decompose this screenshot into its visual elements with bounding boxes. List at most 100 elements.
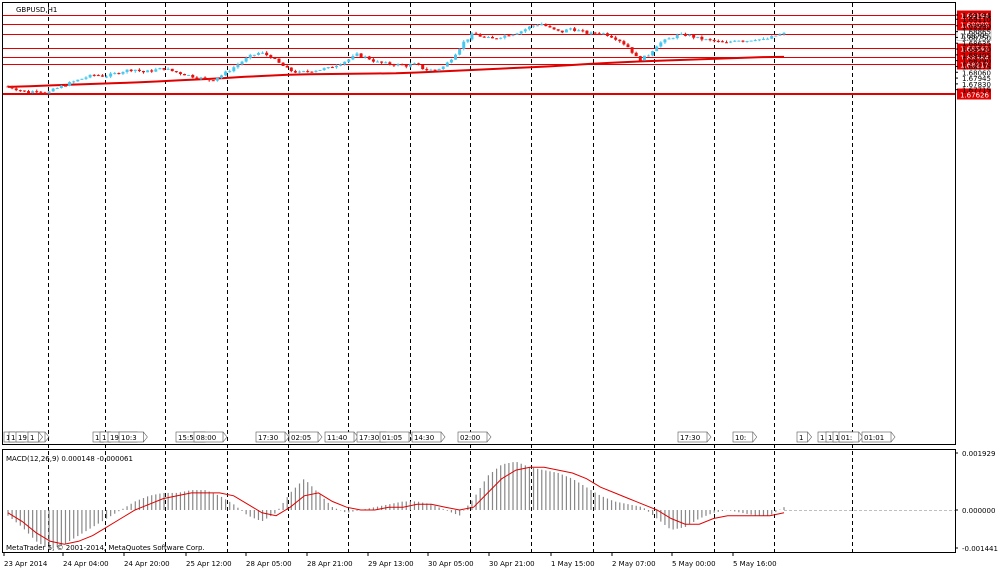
candle[interactable] <box>433 69 437 72</box>
candle[interactable] <box>314 70 318 73</box>
candle[interactable] <box>474 31 478 35</box>
candle[interactable] <box>88 74 92 79</box>
candle[interactable] <box>482 35 486 38</box>
candle[interactable] <box>228 69 232 73</box>
candle[interactable] <box>449 58 453 64</box>
candle[interactable] <box>125 69 129 74</box>
candle[interactable] <box>692 34 696 40</box>
candle[interactable] <box>392 63 396 67</box>
candle[interactable] <box>129 69 133 73</box>
candle[interactable] <box>244 56 248 63</box>
candle[interactable] <box>466 39 470 44</box>
candle[interactable] <box>141 70 145 74</box>
candle[interactable] <box>708 38 712 42</box>
candle[interactable] <box>265 51 269 57</box>
candle[interactable] <box>585 30 589 35</box>
candle[interactable] <box>302 70 306 73</box>
horizontal-levels[interactable]: 1.691941.690091.688261.685431.683641.682… <box>3 10 992 100</box>
candle[interactable] <box>31 90 35 94</box>
candle[interactable] <box>351 54 355 61</box>
candle[interactable] <box>573 26 577 32</box>
price-candles[interactable] <box>6 22 786 95</box>
candle[interactable] <box>523 28 527 33</box>
candle[interactable] <box>503 34 507 40</box>
candle[interactable] <box>51 87 55 92</box>
candle[interactable] <box>137 68 141 73</box>
candle[interactable] <box>261 51 265 54</box>
candle[interactable] <box>39 90 43 95</box>
candle[interactable] <box>683 32 687 37</box>
candle[interactable] <box>146 69 150 73</box>
candle[interactable] <box>564 28 568 33</box>
candle[interactable] <box>166 67 170 70</box>
candle[interactable] <box>195 76 199 80</box>
candle[interactable] <box>519 30 523 35</box>
candle[interactable] <box>322 67 326 71</box>
candle[interactable] <box>14 86 18 92</box>
candle[interactable] <box>63 84 67 87</box>
candle[interactable] <box>610 35 614 38</box>
candle[interactable] <box>43 91 47 95</box>
candle[interactable] <box>733 40 737 43</box>
candle[interactable] <box>343 61 347 66</box>
candle[interactable] <box>462 40 466 51</box>
candle[interactable] <box>532 25 536 28</box>
candle[interactable] <box>117 72 121 75</box>
candle[interactable] <box>404 64 408 69</box>
candle[interactable] <box>675 33 679 40</box>
candle[interactable] <box>318 69 322 71</box>
candle[interactable] <box>68 81 72 87</box>
candle[interactable] <box>429 68 433 71</box>
candle[interactable] <box>696 36 700 39</box>
candle[interactable] <box>536 24 540 27</box>
candle[interactable] <box>355 52 359 57</box>
candle[interactable] <box>589 31 593 36</box>
candle[interactable] <box>191 74 195 79</box>
candle[interactable] <box>659 41 663 48</box>
candle[interactable] <box>490 35 494 39</box>
candle[interactable] <box>745 40 749 43</box>
candle[interactable] <box>605 32 609 37</box>
candle[interactable] <box>339 63 343 67</box>
candle[interactable] <box>630 47 634 55</box>
candle[interactable] <box>109 71 113 79</box>
candle[interactable] <box>601 32 605 35</box>
candle[interactable] <box>737 40 741 42</box>
candle[interactable] <box>80 78 84 80</box>
candle[interactable] <box>150 69 154 73</box>
candle[interactable] <box>527 25 531 31</box>
candle[interactable] <box>277 58 281 64</box>
candle[interactable] <box>679 32 683 36</box>
candle[interactable] <box>770 34 774 40</box>
candle[interactable] <box>454 53 458 60</box>
candle[interactable] <box>203 76 207 79</box>
candle[interactable] <box>614 35 618 41</box>
candle[interactable] <box>417 62 421 66</box>
candle[interactable] <box>704 38 708 41</box>
candle[interactable] <box>121 71 125 76</box>
candle[interactable] <box>76 79 80 82</box>
candle[interactable] <box>224 70 228 77</box>
candle[interactable] <box>248 53 252 60</box>
candle[interactable] <box>556 29 560 32</box>
candle[interactable] <box>310 71 314 73</box>
candle[interactable] <box>729 40 733 44</box>
candle[interactable] <box>113 71 117 75</box>
candle[interactable] <box>511 34 515 37</box>
candle[interactable] <box>371 57 375 63</box>
candle[interactable] <box>593 31 597 35</box>
candle[interactable] <box>470 31 474 41</box>
candle[interactable] <box>72 80 76 84</box>
candle[interactable] <box>647 54 651 57</box>
candle[interactable] <box>741 40 745 43</box>
candle[interactable] <box>560 30 564 34</box>
candle[interactable] <box>581 28 585 33</box>
candle[interactable] <box>236 62 240 69</box>
candle[interactable] <box>749 40 753 42</box>
candle[interactable] <box>199 76 203 81</box>
candle[interactable] <box>577 28 581 32</box>
candle[interactable] <box>774 35 778 37</box>
candle[interactable] <box>22 90 26 92</box>
candle[interactable] <box>170 68 174 72</box>
